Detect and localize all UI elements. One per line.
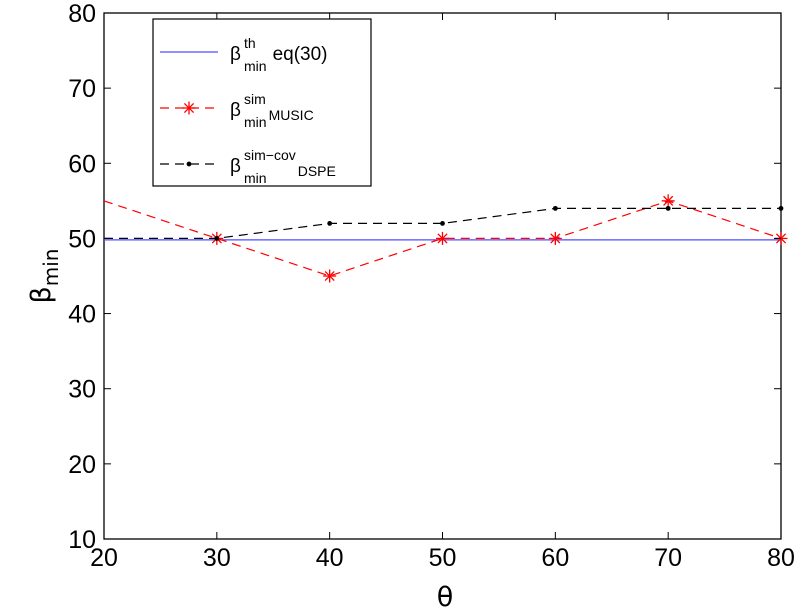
legend-suffix: MUSIC: [269, 107, 314, 123]
y-tick-label: 80: [68, 0, 96, 28]
legend-sup: sim−cov: [244, 147, 296, 163]
y-tick-label: 30: [68, 376, 96, 404]
y-tick-label: 10: [68, 526, 96, 554]
asterisk-marker: [548, 231, 562, 245]
x-tick-label: 80: [767, 544, 795, 572]
legend-sub: min: [244, 114, 267, 130]
x-axis-label: θ: [437, 582, 454, 613]
legend-item-1: βth min eq(30): [160, 35, 327, 74]
legend-label: β: [230, 44, 241, 65]
y-tick-label: 20: [68, 451, 96, 479]
series-2: [103, 194, 788, 283]
dot-marker: [214, 236, 220, 241]
legend-suffix: DSPE: [298, 163, 336, 179]
y-tick-label: 70: [68, 75, 96, 103]
series-3: [104, 205, 784, 241]
legend-label: β: [230, 100, 241, 121]
y-tick-label: 40: [68, 301, 96, 329]
dot-marker: [552, 205, 558, 211]
asterisk-marker: [436, 231, 449, 245]
y-axis-label-sub: min: [39, 249, 63, 287]
asterisk-marker: [323, 269, 337, 283]
legend-label: β: [230, 156, 241, 177]
x-tick-label: 20: [90, 544, 118, 572]
series-layer: [103, 194, 788, 283]
y-tick-label: 60: [68, 150, 96, 178]
y-axis-label-base: β: [26, 286, 57, 303]
legend-suffix: eq(30): [273, 44, 328, 65]
legend-sub: min: [244, 58, 267, 74]
dot-marker: [327, 221, 333, 226]
asterisk-marker: [182, 101, 196, 115]
x-tick-label: 30: [203, 544, 231, 572]
x-tick-label: 60: [541, 544, 569, 572]
legend-sup: sim: [244, 91, 266, 107]
y-axis-label: βmin: [26, 249, 63, 304]
dot-marker: [778, 205, 784, 211]
y-tick-label: 50: [68, 225, 96, 253]
svg-text:βmin: βmin: [26, 249, 63, 304]
x-tick-label: 40: [316, 544, 344, 572]
asterisk-marker: [661, 194, 675, 208]
legend-sub: min: [244, 170, 267, 186]
dot-marker: [440, 221, 445, 226]
x-tick-label: 70: [654, 544, 682, 572]
legend-sup: th: [244, 35, 256, 51]
dot-marker: [665, 205, 671, 211]
dot-marker: [186, 161, 192, 167]
x-tick-label: 50: [429, 544, 457, 572]
